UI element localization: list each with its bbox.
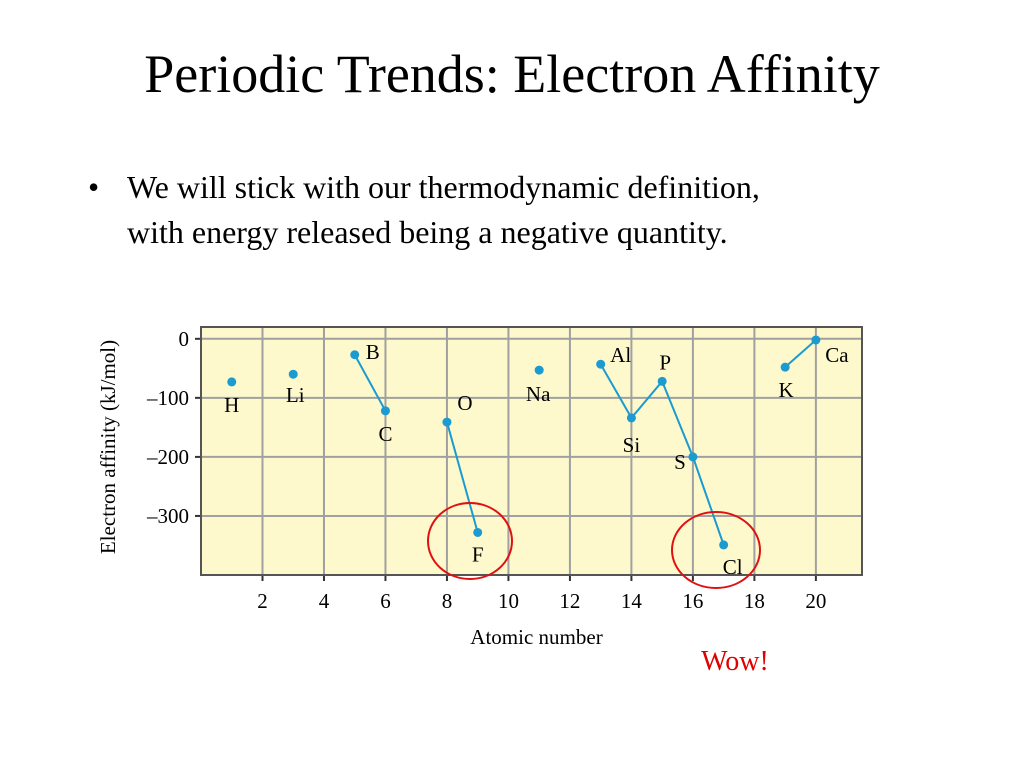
point — [288, 369, 298, 379]
plot-area — [201, 327, 862, 575]
x-axis-label: Atomic number — [470, 625, 602, 649]
point — [350, 350, 360, 360]
point-label: Al — [610, 343, 631, 367]
x-tick-label: 4 — [319, 589, 330, 613]
point-label: K — [779, 378, 794, 402]
point-label: B — [366, 340, 380, 364]
x-tick-label: 8 — [442, 589, 453, 613]
point-label: S — [674, 450, 686, 474]
point — [442, 417, 452, 427]
point — [380, 406, 390, 416]
point-label: F — [472, 542, 484, 566]
point-label: Si — [623, 433, 641, 457]
annotation: Wow! — [701, 646, 769, 677]
point-label: P — [659, 350, 671, 374]
highlight-circle — [427, 502, 513, 580]
point — [626, 413, 636, 423]
line — [445, 421, 479, 533]
point — [657, 376, 667, 386]
y-tick-label: –300 — [146, 504, 189, 528]
point — [473, 527, 483, 537]
y-tick-label: –100 — [146, 386, 189, 410]
plot-frame — [200, 326, 863, 576]
point-label: C — [378, 422, 392, 446]
x-tick-label: 16 — [682, 589, 703, 613]
point-label: Cl — [723, 555, 743, 579]
point-label: Ca — [825, 343, 849, 367]
slide-title: Periodic Trends: Electron Affinity — [144, 44, 879, 104]
x-tick-label: 18 — [744, 589, 765, 613]
y-axis-label: Electron affinity (kJ/mol) — [96, 340, 120, 554]
point — [534, 365, 544, 375]
x-tick-label: 12 — [559, 589, 580, 613]
bullet-text: We will stick with our thermodynamic def… — [127, 169, 760, 205]
x-tick-label: 2 — [257, 589, 268, 613]
point-label: O — [457, 391, 472, 415]
point-label: H — [224, 393, 239, 417]
highlight-circle — [671, 511, 761, 589]
bullet-text: with energy released being a negative qu… — [127, 214, 728, 250]
point — [596, 359, 606, 369]
point — [719, 540, 729, 550]
x-tick-label: 6 — [380, 589, 391, 613]
x-tick-label: 14 — [621, 589, 643, 613]
chart: 2 4 6 8 10 12 14 16 18 20 0 –100 –200 –300 Atomic numb… — [96, 326, 863, 649]
point — [688, 452, 698, 462]
point-label: Na — [526, 382, 551, 406]
x-tick-label: 10 — [498, 589, 519, 613]
line — [353, 354, 387, 412]
x-tick-label: 20 — [805, 589, 826, 613]
bullet-symbol: • — [88, 169, 99, 205]
point — [811, 335, 821, 345]
y-tick-label: 0 — [179, 327, 190, 351]
point — [227, 377, 237, 387]
y-tick-label: –200 — [146, 445, 189, 469]
line — [784, 339, 817, 368]
point — [780, 362, 790, 372]
point-label: Li — [286, 383, 305, 407]
